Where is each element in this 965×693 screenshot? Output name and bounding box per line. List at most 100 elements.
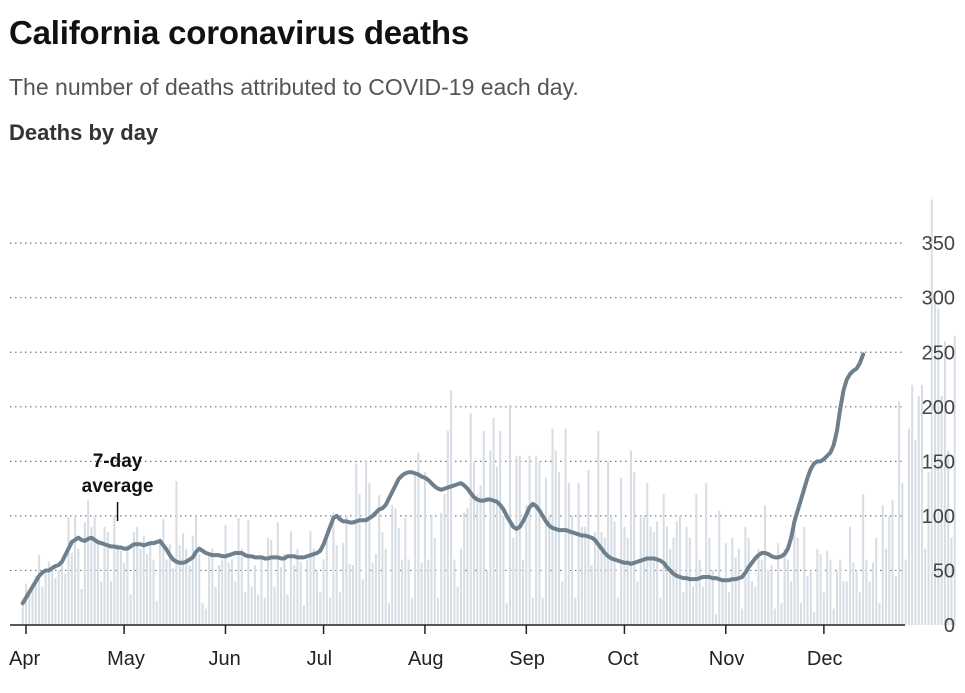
daily-deaths-bar — [767, 570, 770, 625]
daily-deaths-bar — [613, 521, 616, 625]
daily-deaths-bar — [38, 555, 41, 625]
daily-deaths-bar — [623, 526, 626, 625]
daily-deaths-bar — [839, 559, 842, 625]
daily-deaths-bar — [374, 554, 377, 625]
daily-deaths-bar — [208, 552, 211, 625]
daily-deaths-bar — [682, 592, 685, 625]
daily-deaths-bar — [378, 495, 381, 625]
daily-deaths-bar — [731, 537, 734, 625]
daily-deaths-bar — [116, 544, 119, 625]
daily-deaths-bar — [420, 562, 423, 625]
daily-deaths-bar — [67, 516, 70, 625]
daily-deaths-bar — [351, 565, 355, 625]
daily-deaths-bar — [57, 570, 60, 625]
daily-deaths-bar — [316, 570, 319, 625]
daily-deaths-bar — [554, 450, 557, 625]
daily-deaths-bar — [754, 586, 757, 626]
daily-deaths-bar — [368, 483, 371, 625]
daily-deaths-bar — [499, 430, 502, 625]
daily-deaths-bar — [629, 450, 632, 625]
daily-deaths-bar — [538, 461, 541, 625]
daily-deaths-bar — [871, 562, 874, 625]
daily-deaths-bar — [312, 548, 315, 625]
daily-deaths-bar — [244, 592, 247, 625]
daily-deaths-bar — [875, 537, 878, 625]
daily-deaths-bar — [306, 559, 309, 625]
daily-deaths-bar — [708, 537, 711, 625]
daily-deaths-bar — [139, 548, 142, 625]
daily-deaths-bar — [280, 567, 283, 625]
daily-deaths-bar — [809, 570, 812, 625]
daily-deaths-bar — [201, 603, 204, 625]
daily-deaths-bar — [688, 537, 691, 625]
daily-deaths-bar — [34, 575, 37, 625]
daily-deaths-bar — [64, 573, 67, 625]
daily-deaths-bar — [868, 581, 871, 625]
daily-deaths-bar — [263, 597, 266, 625]
daily-deaths-bar — [718, 510, 721, 625]
daily-deaths-bar — [495, 466, 498, 625]
daily-deaths-bar — [920, 384, 923, 625]
daily-deaths-bar — [338, 592, 341, 625]
daily-deaths-bar — [747, 537, 750, 625]
daily-deaths-bar — [593, 532, 596, 625]
daily-deaths-bar — [528, 455, 531, 625]
daily-deaths-bar — [773, 608, 776, 625]
daily-deaths-bar — [266, 537, 269, 625]
daily-deaths-bar — [620, 477, 623, 625]
daily-deaths-bar — [829, 559, 832, 625]
daily-deaths-bar — [54, 578, 57, 625]
daily-deaths-bar — [580, 526, 583, 625]
daily-deaths-bar — [28, 592, 31, 625]
daily-deaths-bar — [443, 494, 446, 625]
daily-deaths-bar — [907, 428, 910, 625]
daily-deaths-bar — [940, 395, 943, 625]
daily-deaths-bar — [502, 515, 505, 625]
daily-deaths-bar — [47, 561, 50, 625]
y-tick-label: 250 — [922, 342, 955, 364]
daily-deaths-bar — [106, 532, 109, 625]
daily-deaths-bar — [24, 583, 28, 625]
daily-deaths-bar — [852, 562, 855, 625]
daily-deaths-bar — [329, 597, 332, 625]
daily-deaths-bar — [211, 548, 214, 625]
daily-deaths-bar — [678, 515, 682, 625]
daily-deaths-bar — [750, 581, 753, 625]
daily-deaths-bar — [155, 601, 158, 625]
daily-deaths-bar — [587, 470, 590, 625]
daily-deaths-bar — [87, 500, 90, 625]
daily-deaths-bar — [692, 586, 695, 626]
daily-deaths-bar — [260, 559, 263, 625]
daily-deaths-bar — [947, 450, 950, 625]
daily-deaths-bar — [535, 455, 538, 625]
daily-deaths-bar — [466, 508, 469, 625]
daily-deaths-bar — [904, 559, 907, 625]
daily-deaths-bar — [123, 562, 126, 625]
daily-deaths-bar — [803, 526, 806, 625]
daily-deaths-bar — [410, 597, 413, 625]
daily-deaths-bar — [835, 570, 838, 625]
daily-deaths-bar — [74, 515, 77, 625]
daily-deaths-bar — [760, 559, 763, 625]
daily-deaths-bar — [456, 586, 459, 626]
daily-deaths-bar — [371, 562, 374, 625]
daily-deaths-bar — [894, 575, 897, 625]
daily-deaths-bar — [786, 559, 789, 625]
daily-deaths-bar — [159, 537, 162, 625]
daily-deaths-bar — [832, 608, 835, 625]
daily-deaths-bar — [737, 548, 740, 625]
daily-deaths-bar — [518, 455, 521, 625]
daily-deaths-bar — [790, 581, 793, 625]
daily-deaths-bar — [522, 559, 525, 625]
daily-deaths-bar — [669, 548, 672, 625]
daily-deaths-bar — [168, 544, 171, 625]
daily-deaths-bar — [204, 608, 207, 625]
daily-deaths-bar — [472, 461, 476, 625]
daily-deaths-bar — [365, 461, 368, 625]
daily-deaths-bar — [574, 597, 577, 625]
y-tick-label: 0 — [944, 615, 955, 637]
daily-deaths-bar — [247, 520, 250, 625]
daily-deaths-bar — [335, 545, 338, 625]
daily-deaths-bar — [937, 308, 940, 625]
daily-deaths-bar — [394, 508, 397, 625]
